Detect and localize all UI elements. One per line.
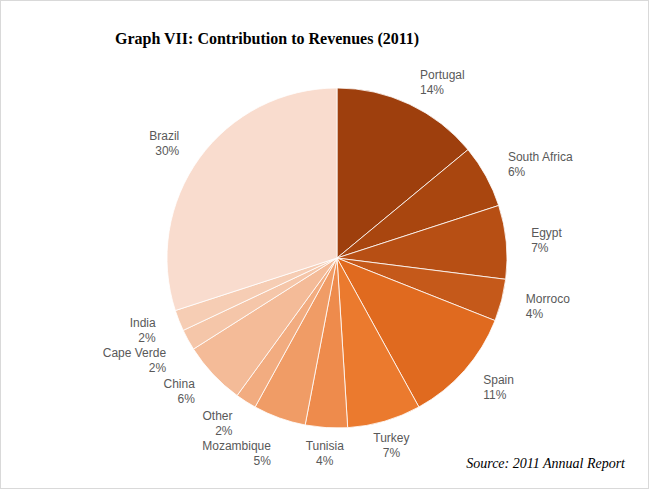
label-name: Mozambique	[202, 439, 271, 453]
label-name: Morroco	[526, 292, 570, 306]
chart: Graph VII: Contribution to Revenues (201…	[0, 0, 649, 489]
data-label: Morroco4%	[526, 292, 570, 321]
data-label: Mozambique5%	[202, 439, 271, 468]
label-name: China	[163, 377, 195, 391]
title: Graph VII: Contribution to Revenues (201…	[115, 30, 419, 48]
data-label: Cape Verde2%	[103, 346, 167, 375]
label-value: 7%	[531, 241, 549, 255]
label-value: 2%	[215, 424, 233, 438]
pie	[167, 88, 507, 428]
label-name: Egypt	[531, 226, 562, 240]
label-value: 6%	[508, 165, 526, 179]
data-label: Egypt7%	[531, 226, 562, 255]
label-name: Spain	[483, 373, 514, 387]
pie-slice	[337, 258, 419, 428]
label-value: 11%	[483, 388, 506, 402]
label-name: South Africa	[508, 150, 573, 164]
label-name: Brazil	[149, 129, 179, 143]
frame	[1, 1, 649, 489]
label-name: Portugal	[420, 68, 465, 82]
label-value: 2%	[149, 361, 167, 375]
label-value: 5%	[254, 454, 272, 468]
data-labels: Portugal14%South Africa6%Egypt7%Morroco4…	[103, 68, 573, 468]
label-value: 14%	[420, 83, 444, 97]
data-label: Portugal14%	[420, 68, 465, 97]
label-value: 4%	[316, 454, 334, 468]
label-value: 30%	[155, 144, 179, 158]
data-label: India2%	[130, 316, 156, 345]
pie-slice	[167, 88, 337, 311]
data-label: Tunisia4%	[306, 439, 345, 468]
label-name: India	[130, 316, 156, 330]
label-value: 4%	[526, 307, 544, 321]
data-label: Spain11%	[483, 373, 514, 402]
label-name: Turkey	[373, 431, 409, 445]
data-label: Brazil30%	[149, 129, 179, 158]
label-name: Other	[202, 409, 232, 423]
data-label: Turkey7%	[373, 431, 409, 460]
label-name: Cape Verde	[103, 346, 167, 360]
data-label: South Africa6%	[508, 150, 573, 179]
data-label: Other2%	[202, 409, 232, 438]
label-name: Tunisia	[306, 439, 345, 453]
label-value: 6%	[178, 392, 196, 406]
source-note: Source: 2011 Annual Report	[466, 456, 626, 471]
label-value: 7%	[383, 446, 401, 460]
label-value: 2%	[138, 331, 156, 345]
data-label: China6%	[163, 377, 195, 406]
